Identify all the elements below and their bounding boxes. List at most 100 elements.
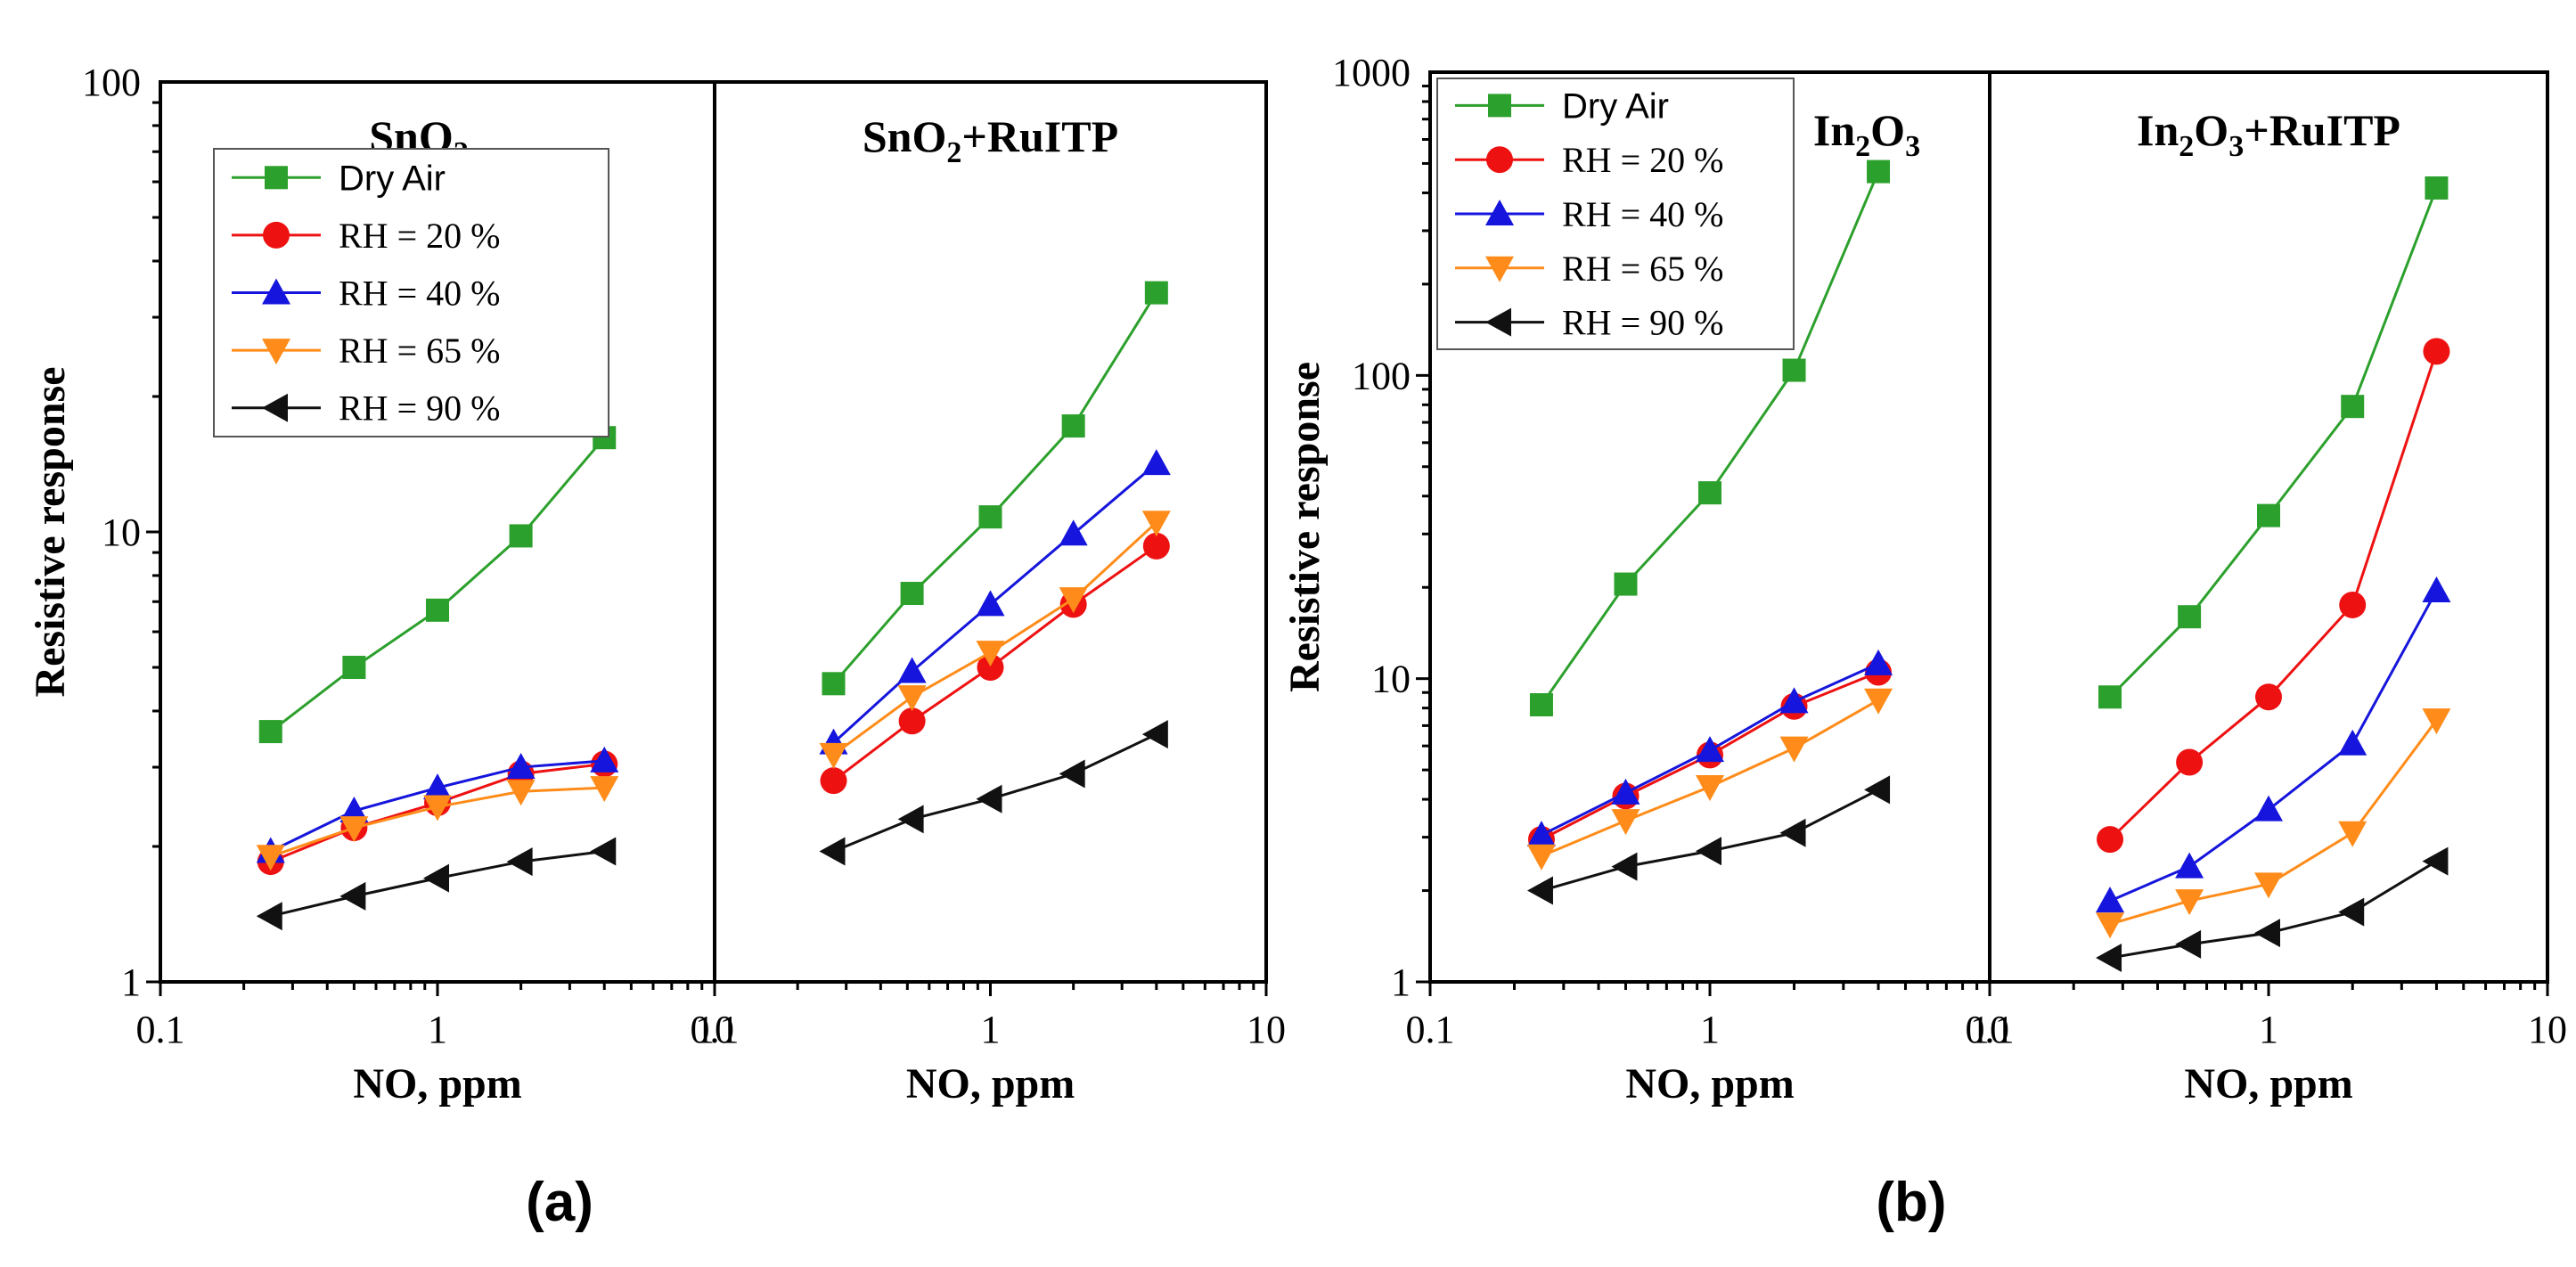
data-point-rh-40	[2254, 795, 2283, 822]
data-point-rh-65	[976, 641, 1005, 667]
x-tick-label: 10	[1247, 1008, 1286, 1051]
data-point-rh-20	[2097, 826, 2124, 854]
panel-in2o3-ruitp: 0.1 1 10 NO, ppm In2O3+RuITP	[1966, 70, 2567, 1108]
panel-sno2-ruitp: 0.1 1 10 NO, ppm SnO2+RuITP	[691, 80, 1286, 1108]
legend-label: RH = 40 %	[1562, 194, 1723, 234]
data-point-rh-90	[1864, 775, 1891, 805]
data-point-rh-65	[819, 742, 848, 769]
data-point-rh-90	[1611, 852, 1638, 881]
legend-label: RH = 40 %	[339, 274, 500, 314]
series-line-rh-90	[1541, 789, 1879, 892]
data-point-rh-90	[2175, 929, 2202, 959]
data-point-dry-air	[900, 582, 924, 606]
title-subscript: 2	[2179, 130, 2194, 163]
data-point-rh-20	[820, 767, 847, 795]
legend-label: RH = 90 %	[1562, 303, 1723, 343]
data-point-rh-65	[2096, 912, 2125, 939]
legend: Dry Air RH = 20 % RH = 40 % RH = 65 % RH = 9…	[1436, 78, 1795, 350]
data-point-dry-air	[1867, 159, 1891, 184]
legend-marker	[1488, 94, 1511, 118]
data-point-rh-90	[1696, 837, 1721, 866]
data-point-rh-90	[897, 805, 924, 834]
y-axis: 1 10 100 Resistive response	[27, 61, 160, 1004]
legend-item-dry-air: Dry Air	[1455, 86, 1669, 126]
title-subscript: 3	[2228, 130, 2244, 163]
data-point-rh-65	[897, 685, 927, 712]
data-point-rh-40	[2422, 576, 2451, 602]
series-rh-20	[2097, 338, 2450, 854]
legend-label: RH = 65 %	[339, 331, 500, 371]
legend-marker	[1485, 307, 1511, 337]
data-point-rh-40	[1696, 736, 1724, 763]
title-text: O	[1870, 105, 1905, 155]
series-dry-air	[2098, 176, 2449, 709]
data-point-rh-90	[2422, 846, 2449, 876]
y-tick-label: 1	[1391, 960, 1411, 1004]
y-tick-label: 100	[82, 61, 141, 104]
legend-label: RH = 20 %	[339, 216, 500, 256]
title-text: SnO	[863, 111, 947, 161]
panel-title: In2O3	[1813, 105, 1920, 163]
legend-marker	[262, 339, 290, 365]
data-point-dry-air	[426, 598, 449, 622]
series-rh-40	[819, 449, 1171, 755]
series-rh-40	[2096, 576, 2451, 913]
data-point-dry-air	[2257, 503, 2280, 527]
data-point-rh-40	[1059, 519, 1088, 546]
legend-item-rh-65: RH = 65 %	[232, 331, 500, 371]
legend-marker	[262, 393, 288, 422]
data-point-rh-40	[2338, 729, 2367, 756]
data-point-rh-65	[2254, 872, 2283, 899]
title-text: O	[2194, 105, 2228, 155]
data-point-rh-20	[898, 707, 926, 735]
data-point-rh-40	[423, 773, 452, 800]
data-point-rh-20	[2339, 591, 2367, 618]
title-subscript: 2	[1855, 130, 1870, 163]
x-tick-label: 0.1	[1966, 1008, 2015, 1051]
legend-label: Dry Air	[1562, 86, 1669, 126]
legend-marker	[1486, 146, 1513, 174]
data-point-rh-65	[1864, 688, 1893, 715]
x-tick-label: 1	[428, 1008, 447, 1051]
series-dry-air	[1529, 159, 1891, 716]
x-tick-label: 10	[695, 1008, 734, 1051]
data-point-rh-65	[423, 795, 452, 822]
series-rh-40	[256, 746, 619, 863]
data-point-rh-40	[1526, 821, 1556, 847]
legend-item-rh-40: RH = 40 %	[1455, 194, 1723, 234]
series-rh-65	[819, 511, 1171, 769]
data-point-rh-40	[590, 746, 619, 772]
title-text: In	[1813, 105, 1855, 155]
panel-title: In2O3+RuITP	[2137, 105, 2400, 163]
title-subscript: 3	[1905, 130, 1920, 163]
legend-label: RH = 20 %	[1562, 140, 1723, 180]
legend-marker	[263, 221, 290, 249]
legend-marker	[262, 278, 290, 305]
data-point-rh-90	[976, 784, 1002, 813]
x-tick-label: 10	[2528, 1008, 2567, 1051]
data-point-rh-65	[1611, 809, 1640, 836]
figure-label: (b)	[1876, 1172, 1946, 1233]
legend-item-rh-20: RH = 20 %	[232, 216, 500, 256]
data-point-rh-40	[1779, 687, 1809, 714]
data-point-dry-air	[1529, 692, 1553, 716]
x-tick-label: 0.1	[691, 1008, 740, 1051]
y-tick-label: 100	[1352, 354, 1411, 397]
legend-label: RH = 65 %	[1562, 249, 1723, 289]
data-point-dry-air	[978, 505, 1002, 529]
y-tick-label: 1	[121, 960, 141, 1004]
series-rh-40	[1526, 649, 1893, 847]
data-point-dry-air	[1061, 414, 1085, 438]
data-point-rh-65	[339, 816, 369, 843]
x-axis-label: NO, ppm	[353, 1060, 521, 1108]
data-point-rh-40	[976, 590, 1005, 617]
data-point-dry-air	[1782, 358, 1806, 382]
data-point-rh-40	[1864, 649, 1893, 675]
series-rh-90	[1526, 775, 1891, 905]
y-axis-label: Resistive response	[1281, 362, 1329, 692]
legend-item-rh-40: RH = 40 %	[232, 274, 500, 314]
series-line-rh-20	[2108, 350, 2438, 841]
